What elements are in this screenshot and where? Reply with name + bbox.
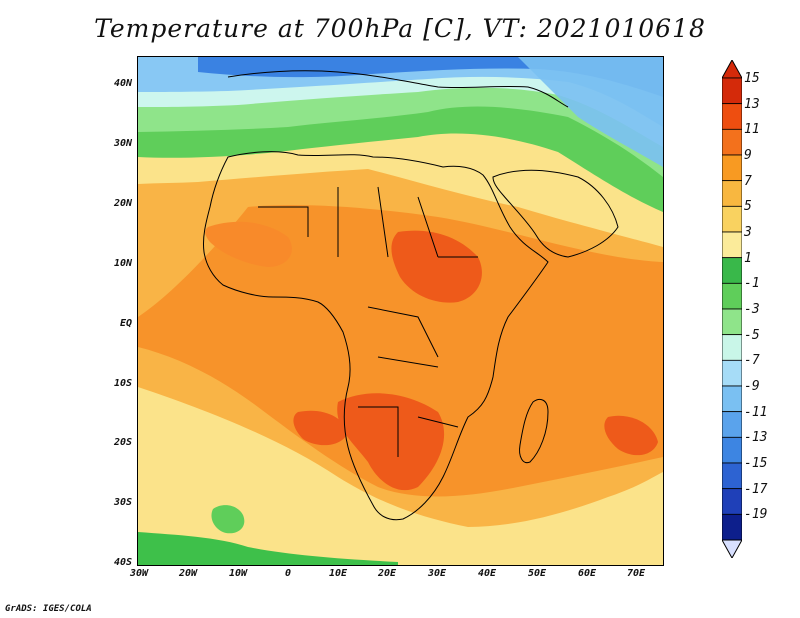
- colorbar-label: 15: [744, 71, 760, 86]
- colorbar-label: 1: [744, 250, 752, 266]
- x-tick-label: 0: [284, 568, 292, 579]
- colorbar-swatch: [721, 205, 743, 233]
- hotspot-east-indian: [604, 415, 658, 456]
- colorbar-swatch: [721, 103, 743, 130]
- colorbar-label: -3: [744, 302, 760, 317]
- x-tick-label: 10W: [228, 568, 248, 579]
- colorbar-label: 5: [744, 199, 752, 215]
- x-tick-label: 30E: [427, 568, 447, 579]
- colorbar-swatch: [721, 488, 743, 515]
- band-yellow-south: [138, 387, 663, 565]
- colorbar: [721, 58, 743, 562]
- colorbar-swatch: [721, 411, 743, 438]
- colorbar-label: -5: [744, 327, 760, 343]
- colorbar-swatch: [721, 462, 743, 490]
- colorbar-svg: [721, 58, 743, 560]
- colorbar-swatch: [721, 257, 743, 284]
- map-title: Temperature at 700hPa [C], VT: 202101061…: [94, 14, 706, 43]
- europe-coastline: [227, 70, 569, 108]
- x-tick-label: 60E: [577, 568, 597, 579]
- colorbar-label: -9: [744, 379, 760, 394]
- colorbar-label: 13: [744, 96, 760, 112]
- y-tick-label: 10S: [113, 378, 132, 389]
- colorbar-swatch: [721, 180, 743, 207]
- hotspot-west-africa: [205, 221, 292, 267]
- colorbar-label: -15: [744, 456, 768, 471]
- colorbar-swatch: [721, 282, 743, 310]
- colorbar-label: 11: [744, 122, 760, 138]
- colorbar-top-arrow: [721, 58, 743, 79]
- colorbar-label: -19: [744, 507, 768, 523]
- x-tick-label: 70E: [626, 568, 646, 579]
- arabia-coastline: [492, 169, 619, 258]
- x-tick-label: 20E: [377, 568, 397, 579]
- hotspot-central-africa: [391, 230, 482, 303]
- colorbar-swatch: [721, 436, 743, 464]
- hotspot-sw-atlantic: [293, 410, 348, 446]
- colorbar-label: -7: [744, 353, 760, 369]
- border-lines: [258, 186, 478, 457]
- colorbar-swatch: [721, 334, 743, 361]
- colorbar-swatch: [721, 385, 743, 413]
- band-orange-center: [138, 205, 663, 497]
- temperature-field-svg: [138, 57, 663, 565]
- africa-coastline: [203, 151, 549, 521]
- colorbar-label: 7: [744, 173, 752, 189]
- credit-text: GrADS: IGES/COLA: [5, 604, 92, 614]
- y-tick-label: EQ: [119, 318, 132, 329]
- x-tick-label: 50E: [527, 568, 547, 579]
- band-green-south: [138, 532, 398, 565]
- y-tick-label: 30N: [113, 138, 132, 149]
- hotspot-southern-africa: [337, 393, 445, 491]
- colorbar-swatch: [721, 77, 743, 105]
- band-green-patch: [211, 505, 245, 534]
- madagascar-coastline: [519, 399, 549, 464]
- x-tick-label: 20W: [178, 568, 198, 579]
- colorbar-label: 3: [744, 225, 752, 240]
- colorbar-label: -13: [744, 430, 768, 446]
- y-tick-label: 20N: [113, 198, 132, 209]
- colorbar-bottom-arrow: [721, 539, 743, 560]
- coastlines: [203, 70, 619, 521]
- colorbar-label: -1: [744, 276, 760, 292]
- x-tick-label: 40E: [477, 568, 497, 579]
- colorbar-swatch: [721, 359, 743, 387]
- y-tick-label: 40S: [113, 557, 132, 568]
- y-tick-label: 10N: [113, 258, 132, 269]
- band-blue-northeast: [518, 57, 663, 167]
- colorbar-swatch: [721, 128, 743, 156]
- temperature-map: [137, 56, 664, 566]
- y-tick-label: 40N: [113, 78, 132, 89]
- colorbar-label: 9: [744, 148, 752, 163]
- y-tick-label: 30S: [113, 497, 132, 508]
- colorbar-label: -17: [744, 481, 768, 497]
- colorbar-swatch: [721, 513, 743, 541]
- colorbar-swatch: [721, 308, 743, 336]
- x-tick-label: 30W: [129, 568, 149, 579]
- colorbar-swatch: [721, 154, 743, 182]
- colorbar-label: -11: [744, 404, 768, 420]
- colorbar-swatch: [721, 231, 743, 259]
- y-tick-label: 20S: [113, 437, 132, 448]
- x-tick-label: 10E: [328, 568, 348, 579]
